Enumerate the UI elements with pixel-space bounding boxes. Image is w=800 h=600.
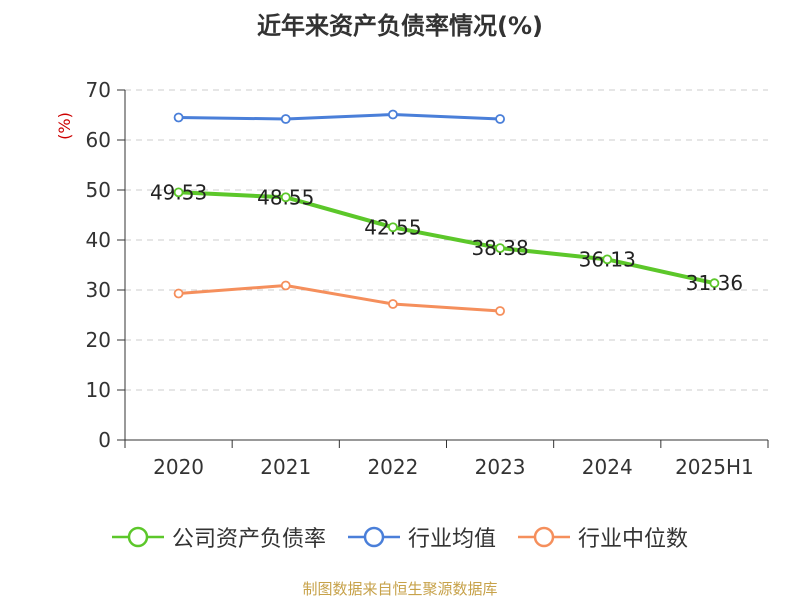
data-point — [280, 114, 291, 124]
y-tick-label: 20 — [86, 328, 111, 352]
data-point — [495, 243, 505, 254]
y-tick-label: 50 — [86, 178, 111, 202]
legend-item[interactable]: 行业中位数 — [518, 521, 688, 553]
data-point — [495, 114, 505, 124]
x-tick-label: 2022 — [367, 455, 418, 479]
data-point — [173, 112, 184, 123]
legend-line-icon — [518, 526, 570, 548]
series-line — [178, 190, 715, 286]
data-label: 38.38 — [471, 236, 528, 260]
y-tick-label: 0 — [98, 428, 111, 452]
data-point — [388, 222, 398, 233]
legend-line-icon — [111, 526, 164, 548]
data-label: 36.13 — [579, 247, 636, 271]
data-point — [280, 280, 291, 291]
data-point — [602, 254, 613, 265]
data-label: 31.36 — [686, 271, 743, 295]
data-label: 48.55 — [257, 185, 314, 209]
legend-label: 行业均值 — [407, 527, 496, 552]
x-tick-label: 2025H1 — [675, 455, 754, 479]
data-point — [173, 288, 184, 299]
chart-legend: 公司资产负债率 行业均值 行业中位数 — [0, 520, 800, 554]
legend-label: 行业中位数 — [578, 527, 689, 552]
data-point — [280, 192, 291, 203]
data-point — [388, 299, 398, 309]
legend-item[interactable]: 行业均值 — [347, 521, 496, 553]
y-tick-label: 30 — [86, 278, 111, 302]
series-line — [178, 284, 501, 313]
data-point — [388, 109, 398, 120]
x-tick-label: 2020 — [153, 455, 204, 479]
series-line — [178, 113, 501, 121]
data-point — [709, 278, 720, 289]
x-tick-label: 2024 — [582, 455, 633, 479]
y-tick-label: 70 — [86, 78, 111, 102]
x-tick-label: 2021 — [260, 455, 311, 479]
chart-title: 近年来资产负债率情况(%) — [257, 12, 543, 40]
y-tick-label: 40 — [86, 228, 111, 252]
data-point — [173, 187, 184, 198]
data-point — [495, 306, 505, 316]
data-label: 42.55 — [364, 215, 421, 239]
x-tick-label: 2023 — [475, 455, 526, 479]
y-tick-label: 60 — [86, 128, 111, 152]
y-axis-label: (%) — [55, 112, 74, 140]
legend-label: 公司资产负债率 — [171, 527, 326, 552]
data-label: 49.53 — [150, 180, 207, 204]
source-note: 制图数据来自恒生聚源数据库 — [302, 580, 498, 598]
legend-line-icon — [347, 526, 400, 548]
legend-item[interactable]: 公司资产负债率 — [111, 521, 326, 553]
y-tick-label: 10 — [86, 378, 111, 402]
